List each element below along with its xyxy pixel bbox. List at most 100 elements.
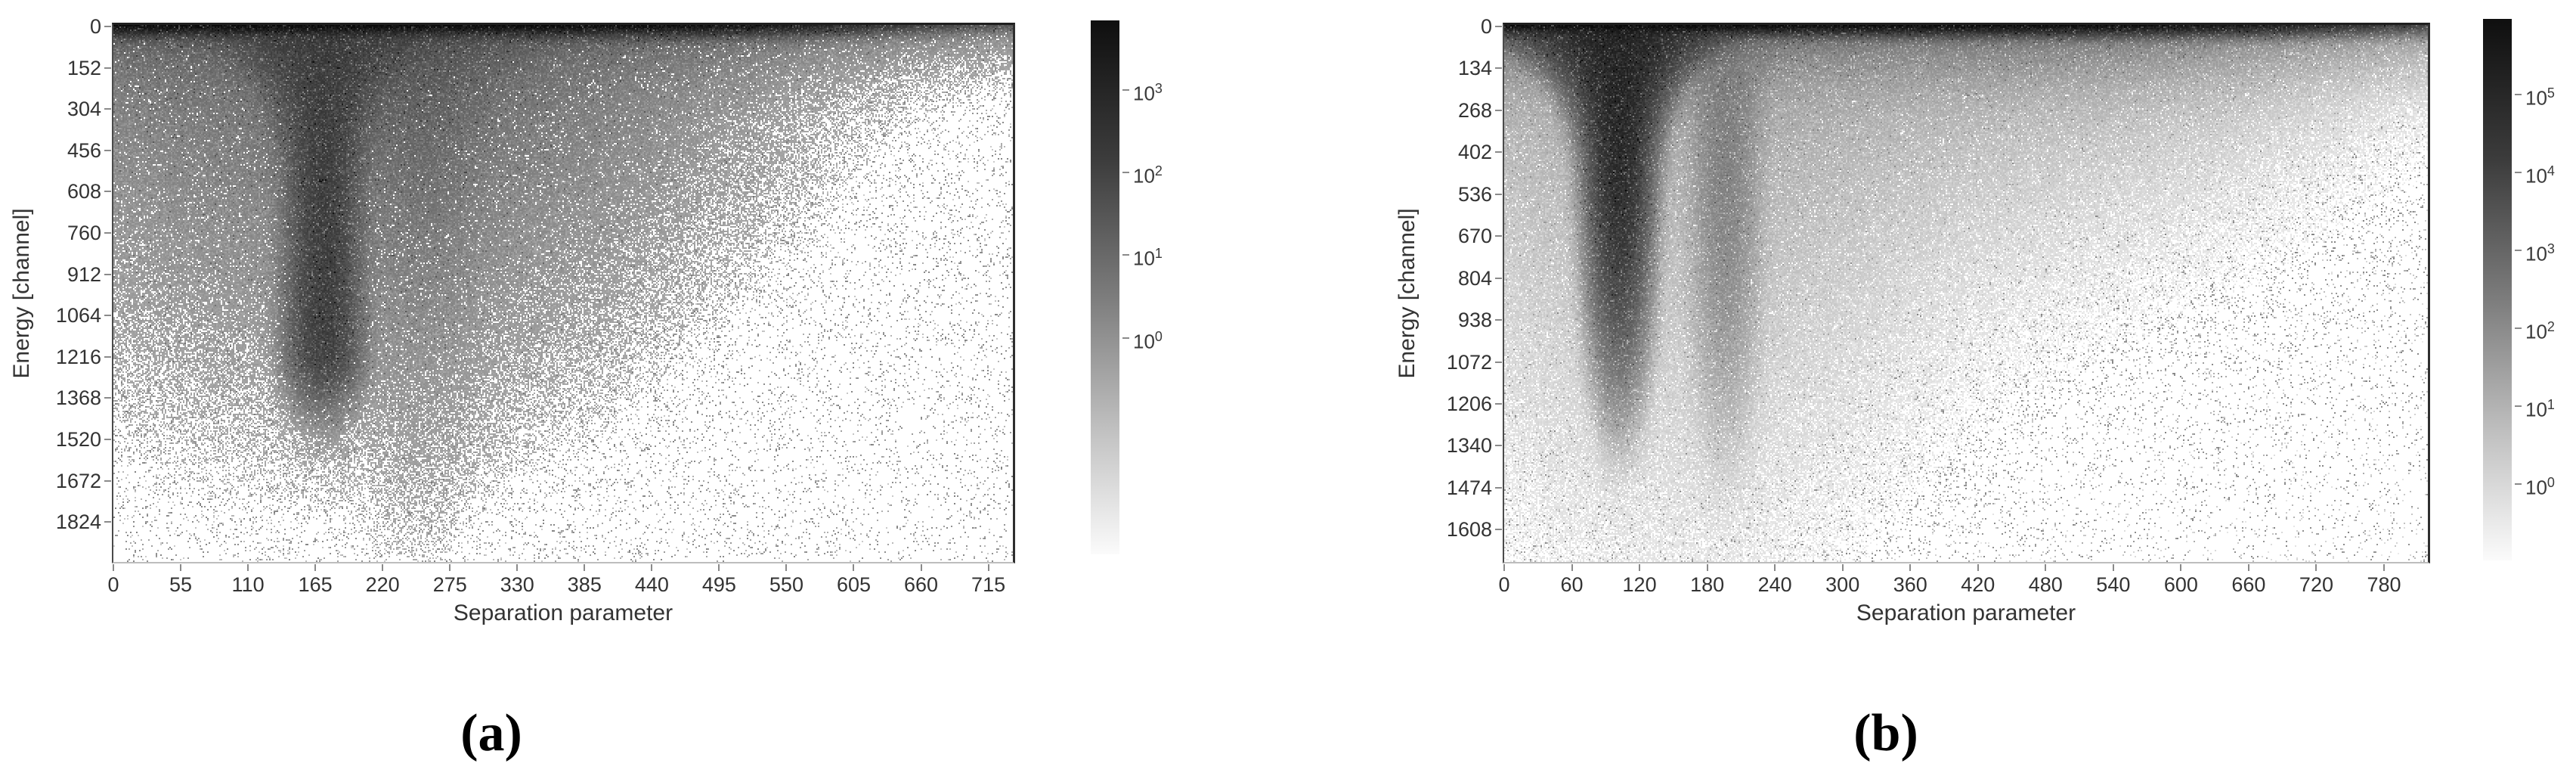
x-tick-mark [2112,564,2114,571]
colorbar-tick-mark [1122,172,1129,174]
y-tick-mark [1495,361,1502,363]
x-tick-label: 110 [231,573,265,596]
y-tick-label: 304 [67,98,101,121]
x-tick-label: 660 [2231,573,2266,596]
y-tick-label: 1672 [55,469,101,492]
y-tick-label: 0 [89,15,101,38]
x-tick-mark [180,564,182,571]
colorbar-tick-mark [2515,249,2522,251]
x-tick-label: 275 [432,573,467,596]
x-tick-label: 600 [2163,573,2198,596]
colorbar-tick-mark [1122,254,1129,256]
y-tick-label: 268 [1457,98,1492,122]
x-tick-label: 360 [1893,573,1927,596]
x-tick-label: 780 [2367,573,2401,596]
y-tick-label: 1072 [1446,350,1492,374]
caption-a: (a) [460,704,522,762]
y-tick-mark [1495,193,1502,195]
y-tick-mark [1495,529,1502,531]
colorbar-tick-mark [2515,405,2522,408]
colorbar-b [2483,19,2512,560]
x-tick-mark [1909,564,1912,571]
colorbar-tick-label: 103 [2525,241,2555,265]
y-tick-label: 1608 [1446,518,1492,542]
colorbar-tick-label: 104 [2525,163,2555,188]
y-tick-label: 804 [1457,266,1492,290]
x-tick-label: 220 [365,573,400,596]
x-tick-label: 550 [769,573,803,596]
y-tick-mark [104,67,111,69]
y-tick-mark [1495,277,1502,279]
y-tick-mark [1495,109,1502,111]
x-tick-mark [2315,564,2317,571]
colorbar-tick-mark [1122,337,1129,339]
x-tick-label: 720 [2299,573,2333,596]
y-tick-mark [104,26,111,27]
x-tick-label: 240 [1757,573,1792,596]
y-tick-label: 134 [1457,57,1492,80]
x-tick-mark [449,564,451,571]
x-tick-mark [987,564,989,571]
x-tick-label: 385 [567,573,602,596]
y-tick-mark [1495,445,1502,447]
y-tick-mark [104,315,111,317]
y-tick-mark [1495,486,1502,489]
y-tick-mark [104,191,111,193]
x-tick-mark [1841,564,1844,571]
x-tick-mark [1571,564,1573,571]
y-tick-label: 536 [1457,182,1492,206]
y-tick-label: 1340 [1446,434,1492,458]
x-tick-mark [2247,564,2249,571]
x-axis-title-b: Separation parameter [1856,601,2076,625]
y-tick-mark [104,149,111,151]
x-tick-label: 540 [2096,573,2131,596]
x-tick-label: 55 [169,573,193,596]
colorbar-tick-label: 101 [2525,397,2555,421]
y-tick-label: 938 [1457,309,1492,332]
x-tick-mark [1706,564,1708,571]
y-tick-label: 1368 [55,386,101,410]
x-tick-mark [113,564,114,571]
x-tick-label: 60 [1560,573,1584,596]
colorbar-tick-label: 100 [1133,328,1163,353]
x-tick-mark [785,564,788,571]
x-tick-mark [2382,564,2385,571]
colorbar-tick-mark [2515,327,2522,329]
y-tick-mark [104,521,111,523]
y-tick-label: 1520 [55,427,101,451]
x-tick-label: 180 [1690,573,1725,596]
y-tick-mark [104,231,111,234]
x-tick-label: 330 [500,573,534,596]
x-tick-mark [314,564,317,571]
y-tick-label: 608 [67,180,101,203]
colorbar-tick-mark [2515,171,2522,173]
y-tick-label: 152 [67,56,101,79]
y-tick-label: 670 [1457,225,1492,248]
x-tick-mark [516,564,519,571]
colorbar-tick-label: 100 [2525,475,2555,499]
x-tick-mark [1774,564,1776,571]
colorbar-tick-label: 105 [2525,85,2555,110]
y-tick-mark [104,397,111,399]
x-tick-label: 480 [2028,573,2063,596]
y-tick-mark [1495,235,1502,237]
heatmap-canvas-a [113,25,1013,562]
y-tick-label: 0 [1480,15,1492,38]
y-tick-mark [104,480,111,482]
x-tick-label: 120 [1622,573,1657,596]
x-tick-mark [2045,564,2047,571]
x-tick-mark [247,564,249,571]
y-tick-label: 1206 [1446,392,1492,415]
x-tick-mark [1503,564,1505,571]
colorbar-tick-label: 101 [1133,246,1163,271]
x-tick-label: 715 [971,573,1006,596]
plot-area-a [112,23,1015,563]
x-tick-mark [718,564,720,571]
x-tick-mark [1977,564,1979,571]
plot-area-b [1503,23,2430,563]
x-tick-mark [382,564,384,571]
x-tick-label: 165 [298,573,333,596]
x-tick-mark [920,564,922,571]
